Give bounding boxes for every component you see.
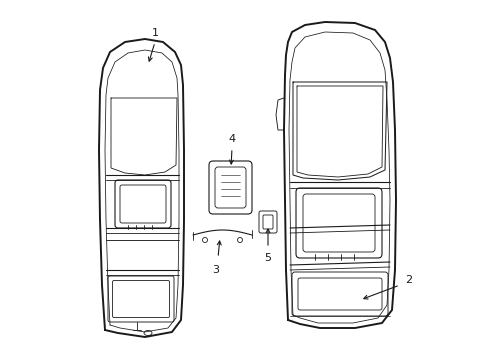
Text: 3: 3 <box>212 265 219 275</box>
Text: 2: 2 <box>404 275 411 285</box>
Text: 4: 4 <box>228 134 235 144</box>
Text: 1: 1 <box>151 28 158 38</box>
Text: 5: 5 <box>264 253 271 263</box>
